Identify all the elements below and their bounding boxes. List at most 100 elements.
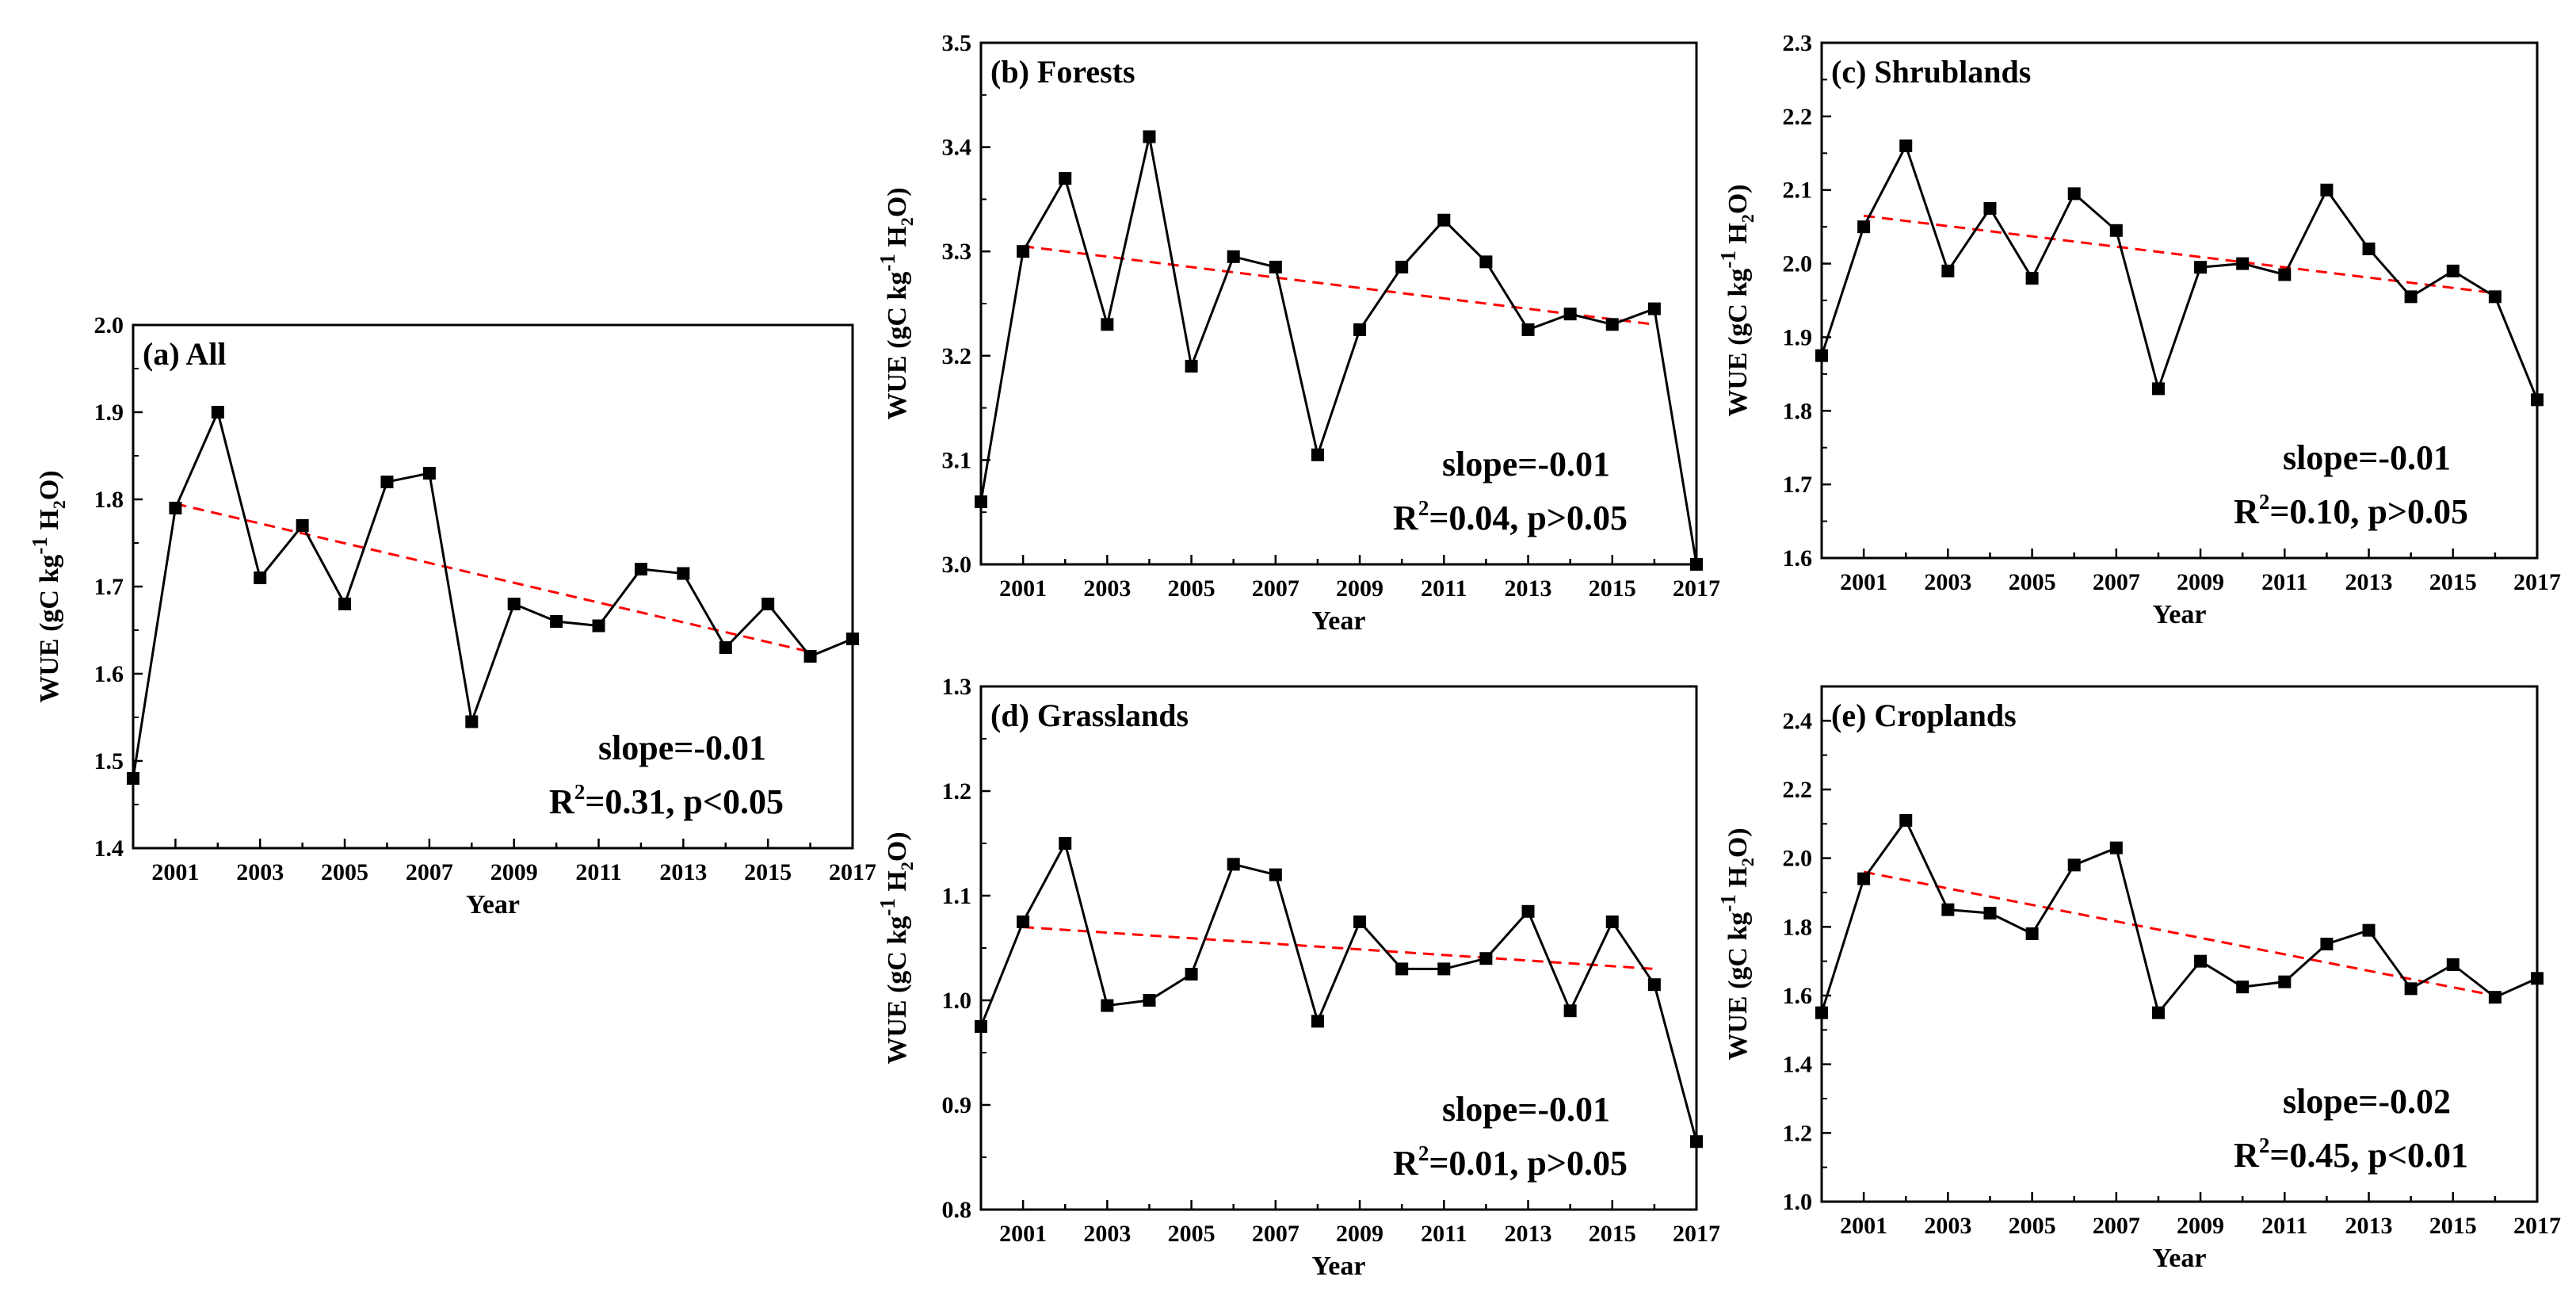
panel-c-y-title-subscript: 2 (1738, 214, 1757, 223)
panel-d-series-line (979, 839, 1698, 1142)
panel-b-r2-exponent: 2 (1418, 496, 1429, 520)
panel-b-r2-rest: =0.04, p>0.05 (1429, 499, 1628, 537)
panel-b-plot-frame (979, 41, 1698, 566)
panel-c-x-tick-label: 2015 (2429, 569, 2477, 595)
panel-a-y-tick-label: 2.0 (94, 312, 124, 338)
panel-d-data-point (1227, 858, 1240, 871)
panel-c-data-point (1815, 349, 1828, 362)
panel-c-x-tick-label: 2009 (2177, 569, 2224, 595)
panel-a-y-tick-label: 1.8 (94, 487, 124, 513)
panel-d-y-tick-label: 1.1 (942, 883, 972, 909)
panel-d-y-tick-label: 1.2 (942, 778, 972, 805)
panel-c-r2-exponent: 2 (2259, 490, 2270, 514)
panel-b-y-title-part: O) (883, 187, 912, 217)
panel-a-x-tick-label: 2007 (406, 859, 453, 885)
panel-d-r2-rest: =0.01, p>0.05 (1429, 1144, 1628, 1183)
panel-a: 1.4 1.5 1.6 1.7 1.8 1.9 2.0 2001 2003 2005 2007 200… (28, 312, 876, 919)
panel-c-title: (c) Shrublands (1831, 54, 2031, 90)
panel-c-y-tick-label: 2.1 (1783, 178, 1813, 204)
panel-d-data-point (1690, 1135, 1703, 1149)
panel-e-slope-text: slope=-0.02 (2283, 1082, 2451, 1121)
panel-a-r2-text: R2=0.31, p<0.05 (549, 780, 784, 821)
panel-e-data-point (2446, 958, 2460, 971)
panel-c-data-point (1899, 140, 1913, 152)
panel-c-r2-rest: =0.10, p>0.05 (2269, 492, 2468, 531)
panel-c-data-point (2531, 393, 2544, 407)
panel-b-trend-line (1022, 245, 1655, 326)
panel-b-data-point (1437, 213, 1451, 227)
panel-e-data-point (2025, 927, 2039, 940)
panel-c-slope-text: slope=-0.01 (2283, 438, 2451, 477)
panel-d-x-tick-label: 2013 (1505, 1221, 1552, 1247)
panel-a-y-title-part: O) (35, 470, 64, 500)
panel-c-y-title-superscript: -1 (1716, 250, 1740, 269)
panel-d-r2-exponent: 2 (1418, 1141, 1429, 1165)
panel-b-series-line (979, 136, 1698, 565)
panel-e-data-point (2320, 938, 2334, 950)
panel-e-x-tick-label: 2013 (2345, 1213, 2393, 1239)
panel-b-data-point (1690, 558, 1703, 571)
panel-e-data-point (2151, 1006, 2165, 1019)
panel-c-y-tick-label: 2.3 (1783, 30, 1813, 56)
panel-a-data-point (761, 598, 775, 610)
panel-a-y-title-subscript: 2 (49, 500, 69, 509)
panel-c-plot-frame (1820, 41, 2539, 560)
panel-d-data-point (1605, 916, 1619, 928)
panel-e-y-tick-label: 2.4 (1783, 708, 1813, 734)
panel-d-x-tick-label: 2001 (999, 1221, 1047, 1247)
panel-b-y-title-subscript: 2 (897, 217, 917, 226)
panel-a-title: (a) All (143, 336, 227, 372)
panel-a-x-tick-label: 2011 (575, 859, 621, 885)
panel-c-data-point (1857, 220, 1871, 234)
panel-d-x-tick-label: 2017 (1673, 1221, 1720, 1247)
panel-b: 3.0 3.1 3.2 3.3 3.4 3.5 2001 2003 2005 2007 2009 20… (876, 30, 1720, 636)
panel-d-r2-prefix: R (1393, 1144, 1419, 1183)
panel-d-y-title-part: WUE (gC kg (883, 916, 912, 1065)
panel-b-data-point (1059, 172, 1072, 185)
panel-b-data-point (1227, 250, 1240, 263)
panel-d-data-point (1563, 1004, 1577, 1018)
panel-e-title: (e) Croplands (1831, 698, 2017, 733)
panel-a-data-point (380, 476, 394, 488)
panel-c-x-axis-title: Year (2153, 600, 2207, 629)
panel-e-x-tick-label: 2005 (2009, 1213, 2056, 1239)
panel-b-data-point (1101, 318, 1114, 331)
panel-b-y-title-part: WUE (gC kg (883, 272, 912, 420)
panel-c-x-tick-label: 2005 (2009, 569, 2056, 595)
panel-a-data-point (507, 598, 521, 610)
panel-e-data-point (2194, 954, 2208, 968)
panel-e-data-point (2109, 841, 2123, 854)
panel-c-y-tick-label: 1.8 (1783, 398, 1813, 424)
panel-b-data-point (1395, 260, 1409, 273)
panel-c-x-tick-label: 2011 (2261, 569, 2307, 595)
panel-c-x-tick-label: 2017 (2513, 569, 2561, 595)
panel-e-x-tick-label: 2011 (2261, 1213, 2307, 1239)
panel-c-data-point (2109, 224, 2123, 237)
panel-c-y-tick-label: 1.7 (1783, 472, 1813, 498)
panel-a-y-title-part: WUE (gC kg (35, 555, 64, 703)
panel-e-data-point (2067, 858, 2081, 872)
panel-b-data-point (1479, 255, 1493, 269)
panel-a-data-point (296, 519, 309, 532)
panel-c-data-point (2320, 183, 2334, 197)
panel-d-y-title-part: H (883, 870, 912, 898)
panel-b-data-point (1353, 323, 1367, 336)
panel-a-x-tick-label: 2015 (744, 859, 792, 885)
panel-a-x-tick-label: 2005 (321, 859, 368, 885)
panel-d-y-tick-label: 1.3 (942, 674, 972, 700)
panel-d-r2-text: R2=0.01, p>0.05 (1393, 1141, 1628, 1183)
panel-a-x-tick-label: 2017 (829, 859, 876, 885)
panel-e-y-tick-label: 1.8 (1783, 914, 1813, 940)
panel-d-data-point (1521, 904, 1535, 918)
panel-b-data-point (1521, 323, 1535, 336)
panel-d-x-axis-title: Year (1312, 1252, 1366, 1281)
panel-e-data-point (2278, 975, 2292, 988)
panel-c-y-tick-label: 1.6 (1783, 545, 1813, 571)
panel-e-x-axis-title: Year (2153, 1244, 2207, 1273)
panel-a-data-point (254, 571, 267, 584)
panel-d-x-tick-label: 2011 (1421, 1221, 1467, 1247)
panel-b-x-tick-label: 2001 (999, 575, 1047, 602)
panel-e-r2-text: R2=0.45, p<0.01 (2234, 1133, 2468, 1175)
panel-a-y-title-superscript: -1 (28, 537, 52, 555)
panel-e-y-title-superscript: -1 (1716, 894, 1740, 912)
